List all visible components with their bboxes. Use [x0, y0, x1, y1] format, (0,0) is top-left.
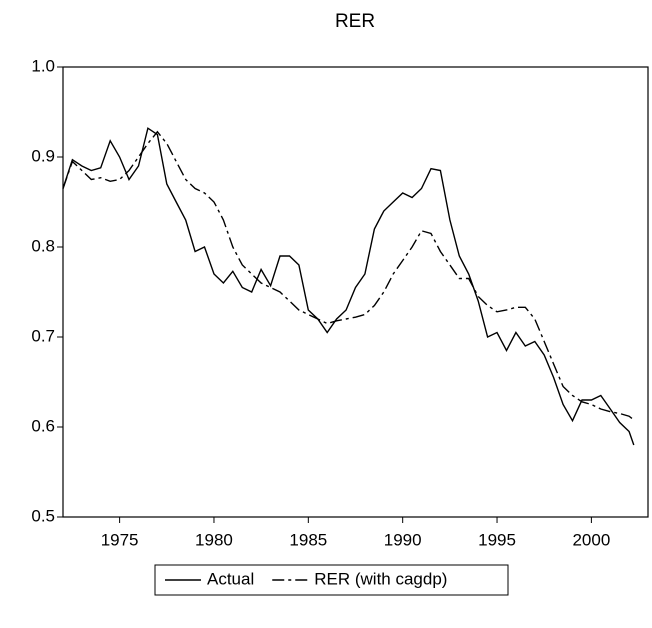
- plot-frame: [62, 66, 649, 518]
- y-tick-label: 1.0: [31, 56, 55, 75]
- x-tick-label: 2000: [572, 530, 610, 549]
- legend-label: Actual: [207, 569, 254, 588]
- x-tick-label: 1975: [101, 530, 139, 549]
- y-tick-label: 0.7: [31, 326, 55, 345]
- x-tick-label: 1985: [289, 530, 327, 549]
- legend-label: RER (with cagdp): [314, 569, 447, 588]
- y-tick-label: 0.9: [31, 146, 55, 165]
- legend-box: [154, 564, 509, 596]
- y-tick-label: 0.8: [31, 236, 55, 255]
- series-line: [62, 130, 635, 421]
- x-tick-label: 1995: [478, 530, 516, 549]
- x-tick-label: 1980: [195, 530, 233, 549]
- y-tick-label: 0.6: [31, 416, 55, 435]
- y-tick-label: 0.5: [31, 506, 55, 525]
- chart-title: RER: [335, 11, 375, 32]
- x-tick-label: 1990: [384, 530, 422, 549]
- series-line: [62, 127, 635, 446]
